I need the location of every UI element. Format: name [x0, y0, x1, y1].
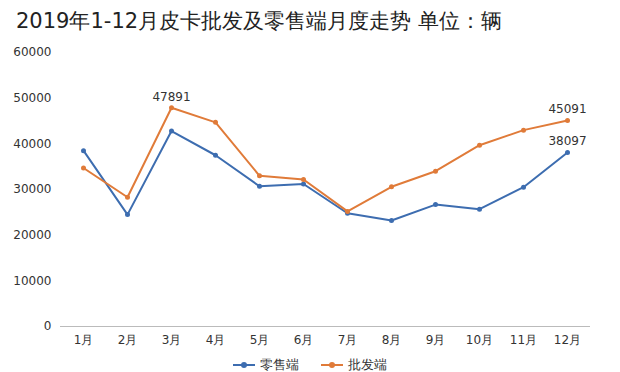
svg-text:30000: 30000	[13, 182, 51, 196]
svg-text:4月: 4月	[206, 333, 226, 347]
svg-text:11月: 11月	[510, 333, 537, 347]
svg-text:2月: 2月	[118, 333, 138, 347]
svg-text:7月: 7月	[338, 333, 358, 347]
svg-text:38097: 38097	[548, 134, 586, 148]
svg-text:6月: 6月	[294, 333, 314, 347]
html-text:零售端: 零售端	[260, 357, 299, 372]
svg-text:9月: 9月	[426, 333, 446, 347]
svg-text:1月: 1月	[74, 333, 94, 347]
svg-text:12月: 12月	[554, 333, 581, 347]
svg-text:0: 0	[44, 319, 52, 333]
svg-text:10月: 10月	[466, 333, 493, 347]
svg-text:20000: 20000	[13, 228, 51, 242]
svg-text:40000: 40000	[13, 137, 51, 151]
html-text:批发端: 批发端	[348, 357, 387, 372]
svg-text:60000: 60000	[13, 45, 51, 59]
html-text:2019年1-12月皮卡批发及零售端月度走势 单位：辆: 2019年1-12月皮卡批发及零售端月度走势 单位：辆	[16, 9, 502, 33]
svg-text:47891: 47891	[152, 90, 190, 104]
svg-text:50000: 50000	[13, 91, 51, 105]
svg-text:5月: 5月	[250, 333, 270, 347]
svg-text:8月: 8月	[382, 333, 402, 347]
svg-text:3月: 3月	[162, 333, 182, 347]
svg-text:45091: 45091	[548, 102, 586, 116]
svg-text:10000: 10000	[13, 274, 51, 288]
